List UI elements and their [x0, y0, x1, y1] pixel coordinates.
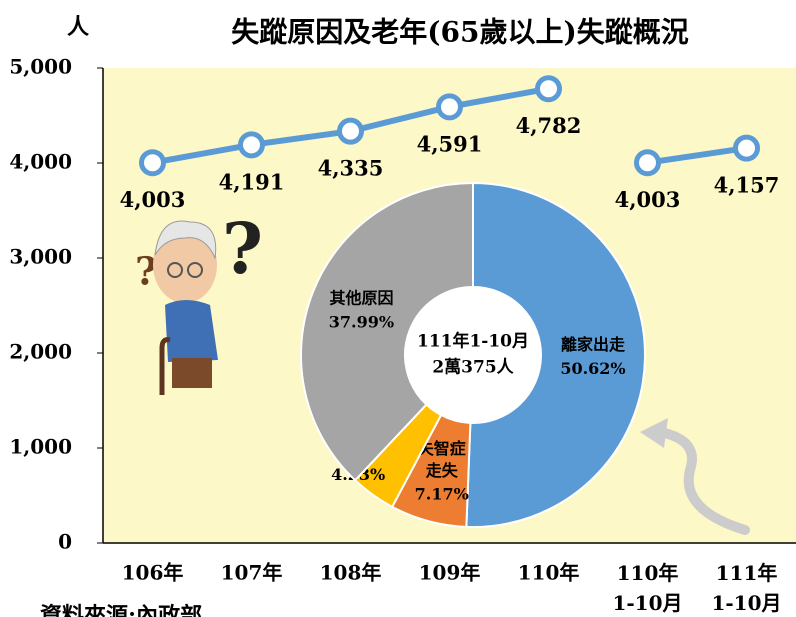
data-label: 4,591 — [417, 131, 483, 156]
slice-value-label: 50.62% — [560, 359, 625, 378]
y-tick-label: 4,000 — [9, 150, 72, 174]
data-label: 4,782 — [516, 113, 582, 138]
center-label: 111年1-10月 — [417, 331, 529, 352]
data-label: 4,003 — [120, 187, 186, 212]
y-tick-label: 5,000 — [9, 55, 72, 79]
x-tick-label: 108年 — [320, 561, 382, 585]
data-label: 4,157 — [714, 173, 780, 198]
marker — [736, 137, 758, 159]
chart: 失蹤原因及老年(65歲以上)失蹤概況 人 資料來源:內政部 4,003 4,191… — [0, 0, 796, 617]
data-label: 4,191 — [219, 169, 285, 194]
marker — [538, 78, 560, 100]
slice-value-label: 7.17% — [415, 484, 469, 503]
y-tick-label: 2,000 — [9, 340, 72, 364]
marker — [439, 96, 461, 118]
data-label: 4,003 — [615, 187, 681, 212]
x-tick-label: 107年 — [221, 561, 283, 585]
slice-label: 其他原因 — [329, 288, 393, 307]
slice-label: 離家出走 — [561, 335, 625, 354]
body-icon — [165, 300, 218, 362]
source-note: 資料來源:內政部 — [40, 603, 202, 617]
x-tick-label: 109年 — [419, 561, 481, 585]
y-tick-label: 0 — [58, 530, 72, 554]
marker — [142, 152, 164, 174]
donut-layer: 離家出走50.62%失智症走失7.17%精神疾病走失4.23%其他原因37.99… — [301, 183, 645, 527]
center-label: 2萬375人 — [432, 357, 514, 378]
question-mark-icon: ? — [222, 207, 263, 290]
marker — [637, 152, 659, 174]
marker — [340, 120, 362, 142]
chart-title: 失蹤原因及老年(65歲以上)失蹤概況 — [231, 16, 688, 49]
y-tick-label: 3,000 — [9, 245, 72, 269]
x-tick-label: 106年 — [122, 561, 184, 585]
y-axis-label: 人 — [67, 14, 89, 40]
y-tick-label: 1,000 — [9, 435, 72, 459]
marker — [241, 134, 263, 156]
legs-icon — [172, 358, 212, 388]
data-label: 4,335 — [318, 156, 384, 181]
x-tick-label: 110年 — [518, 561, 580, 585]
donut-hole — [406, 288, 540, 422]
slice-value-label: 37.99% — [329, 312, 394, 331]
